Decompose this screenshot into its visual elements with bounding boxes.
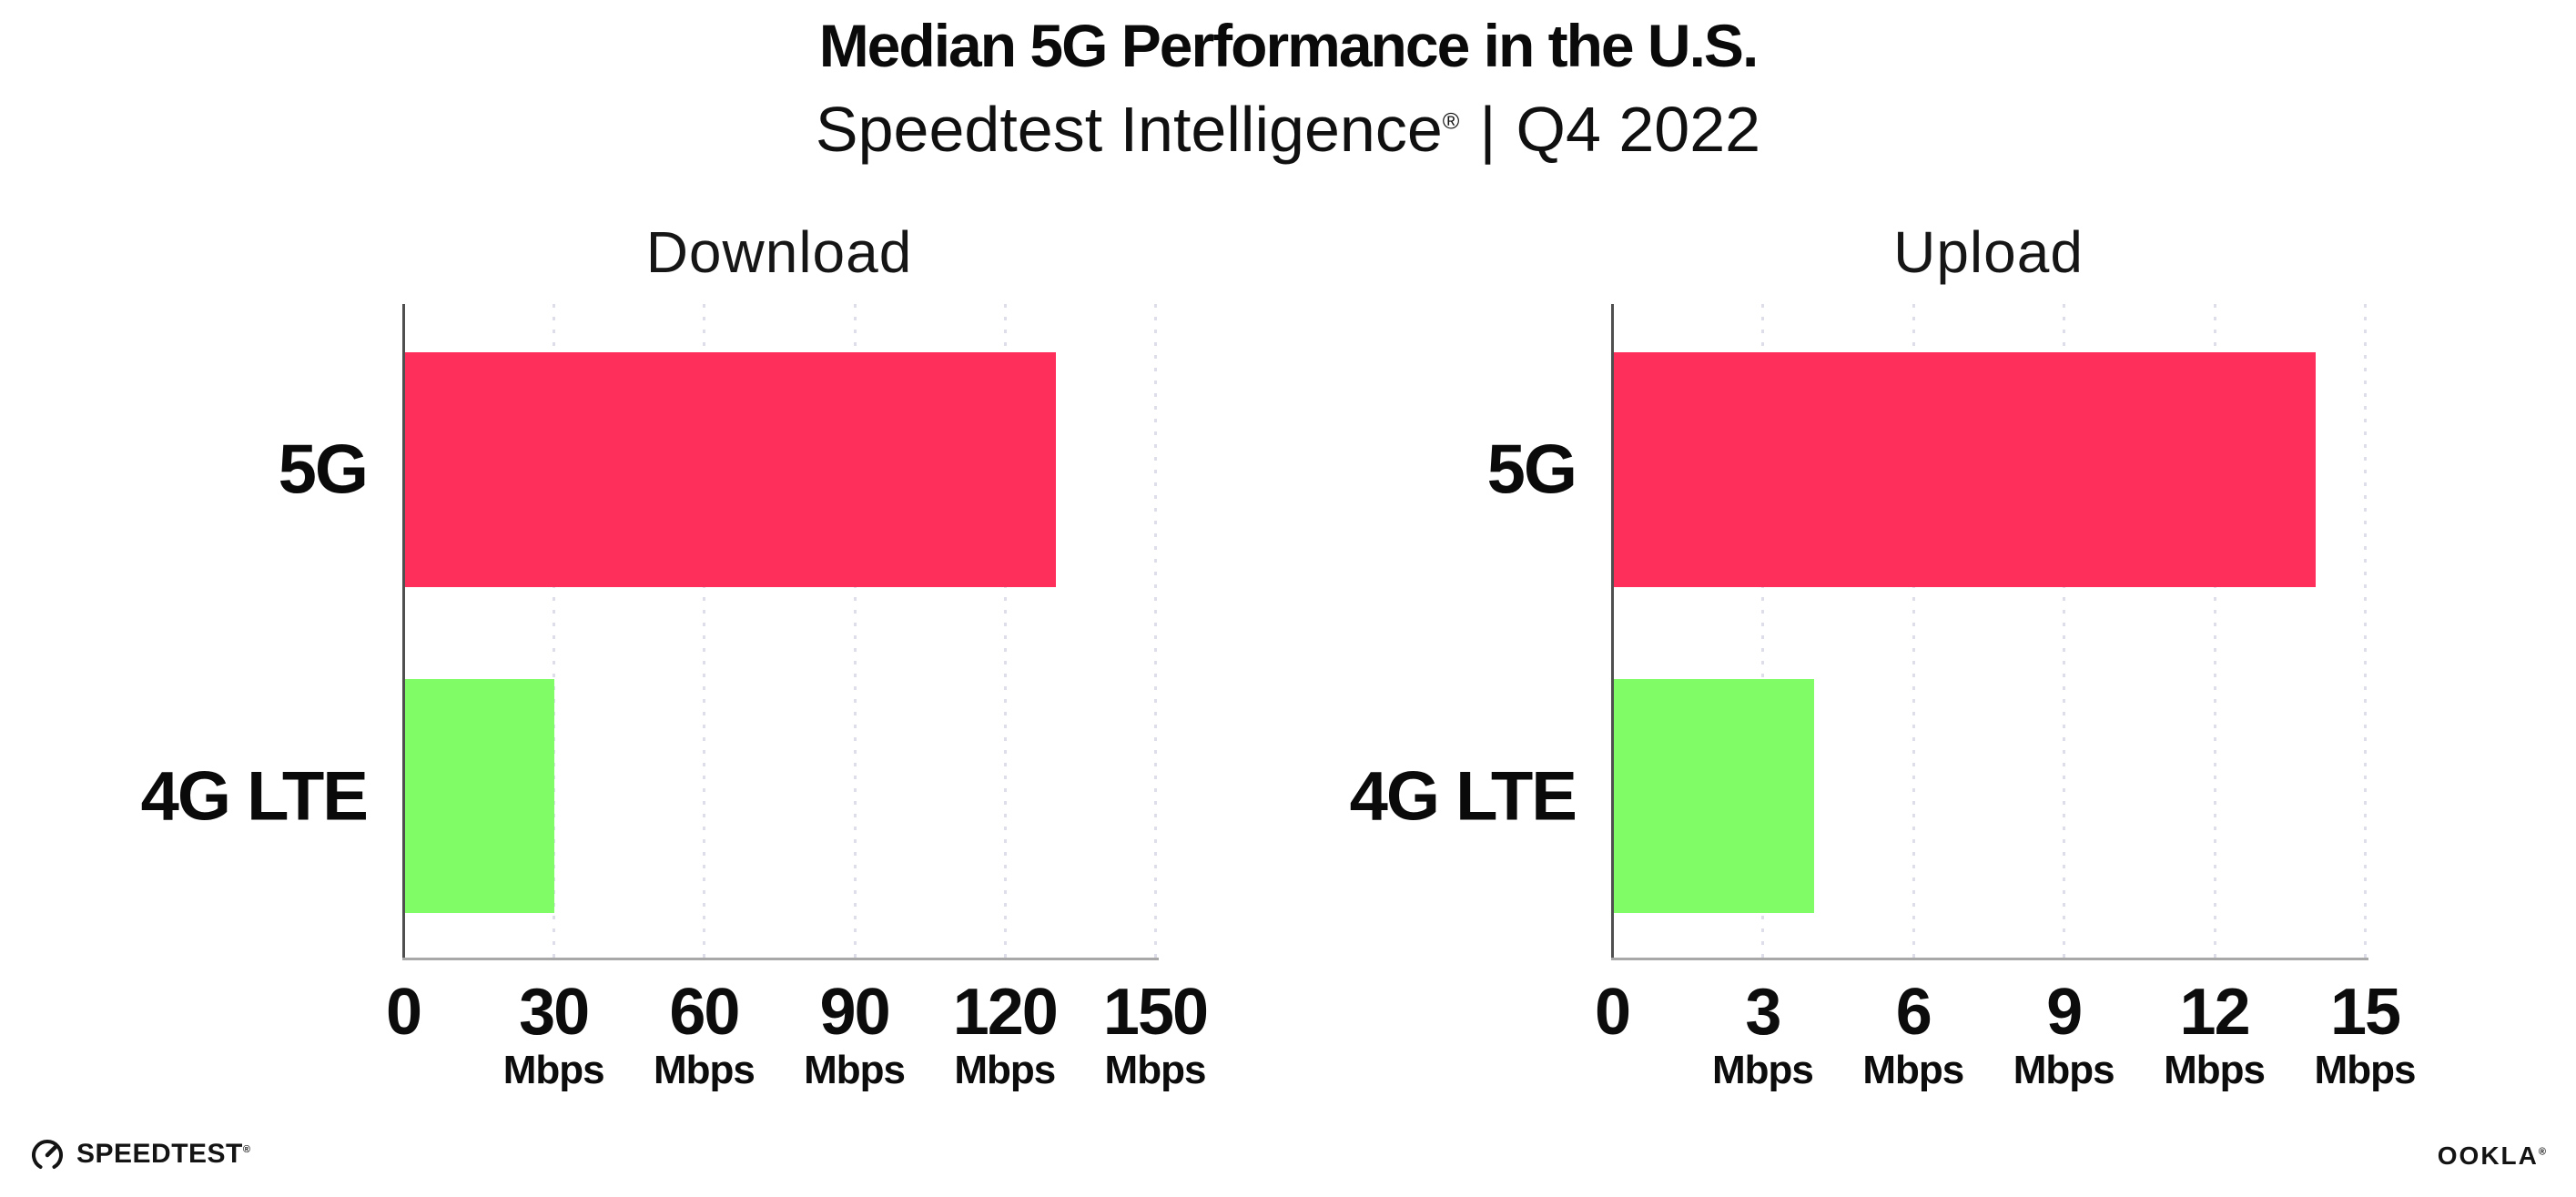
ookla-logo: OOKLA® [2438, 1141, 2546, 1171]
registered-trademark-icon: ® [242, 1144, 251, 1155]
download-y-axis [402, 304, 405, 958]
upload-category-label-4g-lte: 4G LTE [1349, 757, 1577, 835]
registered-trademark-icon: ® [1442, 108, 1460, 135]
registered-trademark-icon: ® [2538, 1146, 2546, 1158]
download-x-tick-labels: 0 30 Mbps 60 Mbps 90 Mbps 120 Mbps 150 Mbps [386, 979, 1209, 1134]
download-tick-60: 60 Mbps [594, 979, 813, 1090]
upload-bar-4g-lte [1613, 679, 1814, 913]
download-category-label-4g-lte: 4G LTE [140, 757, 369, 835]
download-tick-value-90: 90 [819, 976, 891, 1049]
upload-tick-9: 9 Mbps [1954, 979, 2173, 1090]
upload-tick-6: 6 Mbps [1804, 979, 2023, 1090]
download-gridline-150 [1154, 304, 1157, 958]
upload-tick-value-15: 15 [2329, 976, 2401, 1049]
subtitle-divider: | [1479, 94, 1496, 165]
upload-tick-unit-3: Mbps [1711, 1048, 1814, 1092]
download-tick-unit-120: Mbps [954, 1048, 1056, 1092]
upload-tick-unit-15: Mbps [2314, 1048, 2417, 1092]
download-tick-30: 30 Mbps [444, 979, 663, 1090]
upload-tick-unit-12: Mbps [2164, 1048, 2266, 1092]
download-gridline-60 [703, 304, 706, 958]
download-tick-unit-60: Mbps [653, 1048, 756, 1092]
upload-tick-value-3: 3 [1745, 976, 1781, 1049]
download-plot-area: 5G 4G LTE 0 30 Mbps 60 Mbps 90 Mbps 120 Mbps 150 Mbp… [141, 304, 1209, 1090]
speedtest-logo: SPEEDTEST® [27, 1134, 250, 1174]
upload-gridline-6 [1912, 304, 1915, 958]
speedtest-wordmark: SPEEDTEST® [76, 1139, 251, 1169]
subtitle-brand: Speedtest Intelligence [815, 94, 1443, 165]
download-tick-unit-90: Mbps [804, 1048, 906, 1092]
upload-tick-unit-9: Mbps [2013, 1048, 2115, 1092]
upload-bar-5g [1613, 352, 2316, 587]
ookla-wordmark: OOKLA [2437, 1141, 2539, 1170]
upload-tick-0: 0 [1503, 979, 1721, 1045]
page-subtitle: Speedtest Intelligence® | Q4 2022 [0, 93, 2576, 166]
upload-tick-unit-6: Mbps [1862, 1048, 1964, 1092]
download-category-label-5g: 5G [278, 431, 369, 509]
upload-x-axis [1611, 958, 2368, 960]
download-tick-value-150: 150 [1102, 976, 1209, 1049]
download-tick-value-0: 0 [385, 976, 422, 1049]
speedtest-gauge-icon [27, 1134, 67, 1174]
upload-tick-value-9: 9 [2046, 976, 2083, 1049]
download-x-axis [402, 958, 1159, 960]
download-tick-value-120: 120 [952, 976, 1059, 1049]
download-tick-unit-30: Mbps [502, 1048, 605, 1092]
upload-x-tick-labels: 0 3 Mbps 6 Mbps 9 Mbps 12 Mbps 15 Mbps [1595, 979, 2416, 1134]
download-bar-4g-lte [404, 679, 555, 913]
page-title: Median 5G Performance in the U.S. [818, 12, 1760, 79]
download-tick-unit-150: Mbps [1104, 1048, 1207, 1092]
download-tick-value-30: 30 [519, 976, 590, 1049]
download-gridline-120 [1003, 304, 1007, 958]
download-tick-150: 150 Mbps [1046, 979, 1264, 1090]
upload-gridline-12 [2213, 304, 2216, 958]
download-tick-90: 90 Mbps [745, 979, 964, 1090]
download-gridline-30 [553, 304, 556, 958]
download-tick-value-60: 60 [669, 976, 740, 1049]
upload-tick-value-6: 6 [1895, 976, 1932, 1049]
upload-plot-area: 5G 4G LTE 0 3 Mbps 6 Mbps 9 Mbps 12 Mbps 15 Mbps [1350, 304, 2416, 1090]
upload-tick-value-12: 12 [2179, 976, 2251, 1049]
upload-gridline-9 [2063, 304, 2066, 958]
download-gridline-90 [853, 304, 857, 958]
download-chart-title: Download [645, 219, 913, 285]
download-bar-5g [404, 352, 1056, 587]
upload-gridline-3 [1761, 304, 1765, 958]
download-tick-120: 120 Mbps [896, 979, 1114, 1090]
upload-gridline-15 [2364, 304, 2367, 958]
upload-y-axis [1611, 304, 1614, 958]
upload-category-label-5g: 5G [1486, 431, 1577, 509]
upload-chart-title: Upload [1893, 219, 2084, 285]
upload-tick-15: 15 Mbps [2256, 979, 2474, 1090]
subtitle-period: Q4 2022 [1516, 94, 1761, 165]
download-tick-0: 0 [294, 979, 512, 1045]
upload-tick-value-0: 0 [1594, 976, 1631, 1049]
upload-tick-3: 3 Mbps [1653, 979, 1871, 1090]
upload-tick-12: 12 Mbps [2105, 979, 2324, 1090]
